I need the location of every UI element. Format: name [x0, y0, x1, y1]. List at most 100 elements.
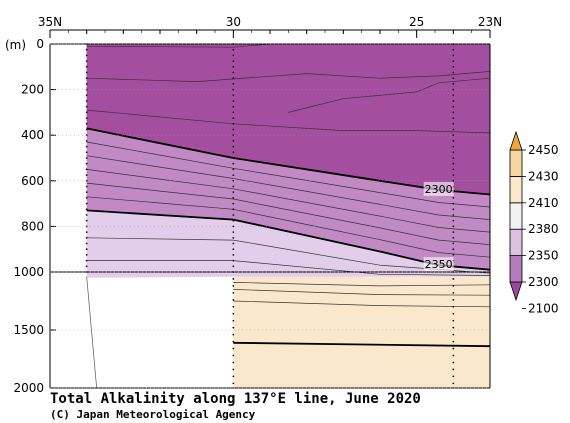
station-dot: [85, 259, 88, 262]
station-dot: [232, 105, 235, 108]
thin-contour-top: [86, 109, 491, 134]
station-dot: [232, 340, 235, 343]
station-dot: [85, 174, 88, 177]
station-dot: [232, 162, 235, 165]
station-dot: [232, 122, 235, 125]
station-dot: [85, 185, 88, 188]
station-dot: [452, 77, 455, 80]
station-dot: [452, 88, 455, 91]
station-dot: [452, 174, 455, 177]
colorbar-label: 2100: [528, 301, 559, 315]
station-dot: [452, 94, 455, 97]
station-dot: [85, 231, 88, 234]
y-tick-label: 600: [21, 174, 44, 188]
station-dot: [232, 248, 235, 251]
colorbar-segment: [509, 228, 523, 256]
y-axis-unit-label: (m): [5, 38, 26, 52]
colorbar-label: 2300: [528, 275, 559, 289]
station-dot: [232, 319, 235, 322]
station-dot: [85, 157, 88, 159]
station-dot: [232, 225, 235, 228]
station-dot: [85, 197, 88, 199]
chart-subtitle: (C) Japan Meteorological Agency: [50, 408, 256, 421]
station-dot: [232, 88, 235, 91]
station-dot: [232, 231, 235, 234]
station-dot: [85, 208, 88, 211]
station-dot: [452, 48, 455, 51]
station-dot: [232, 168, 235, 171]
station-dot: [232, 71, 235, 74]
y-tick-label: 200: [21, 83, 44, 97]
bold-contour-lines: [86, 127, 491, 348]
station-dot: [85, 83, 88, 85]
station-dot: [232, 278, 235, 280]
x-tick-label: 25: [409, 15, 424, 29]
station-dot: [452, 219, 455, 222]
station-dot: [85, 71, 88, 74]
station-dot: [85, 214, 88, 216]
station-dot: [232, 298, 235, 301]
x-tick-label: 23N: [478, 15, 502, 29]
station-dot: [85, 219, 88, 222]
station-dot: [452, 354, 455, 357]
x-tick-label: 30: [226, 15, 241, 29]
station-dot: [85, 236, 88, 239]
station-dot: [85, 151, 88, 154]
station-dot: [85, 145, 88, 148]
contour-line-2410: [233, 341, 491, 348]
station-dot: [232, 285, 235, 287]
station-dot: [452, 208, 455, 211]
thin-contour-2300-2350: [86, 182, 491, 245]
station-dot: [452, 134, 455, 137]
station-dot: [232, 382, 235, 385]
station-dot: [232, 60, 235, 62]
station-dot: [452, 305, 455, 308]
station-dot: [85, 105, 88, 108]
station-dot: [452, 361, 455, 364]
thin-contour-top: [288, 77, 491, 113]
station-dot: [452, 111, 455, 114]
thin-contour-2300-2350: [86, 169, 491, 233]
station-dot: [85, 111, 88, 114]
contour-label-2300: 2300: [425, 183, 453, 196]
station-dot: [452, 71, 455, 74]
station-dot: [232, 312, 235, 315]
station-dot: [232, 197, 235, 199]
station-dot: [452, 65, 455, 68]
station-dot: [232, 65, 235, 68]
station-dot: [232, 140, 235, 142]
colorbar-label: 2430: [528, 169, 559, 183]
station-dot: [232, 128, 235, 131]
station-dot: [232, 361, 235, 364]
colorbar-segment: [509, 175, 523, 204]
station-dot: [452, 151, 455, 154]
station-dot: [232, 185, 235, 188]
station-dot: [85, 54, 88, 57]
y-axis-ticks: 0 200 400 600 800 1000 1500 2000: [13, 37, 490, 395]
thin-contour-deep: [233, 289, 491, 296]
station-dot: [232, 174, 235, 177]
station-dot: [232, 347, 235, 350]
station-dot: [232, 117, 235, 119]
station-dot: [232, 326, 235, 329]
station-dot: [452, 105, 455, 108]
colorbar-legend: 2450 2430 2410 2380 2350 2300 2100: [509, 130, 559, 315]
y-tick-label: 400: [21, 128, 44, 142]
station-dot: [452, 179, 455, 182]
station-dot: [452, 236, 455, 239]
station-dot: [85, 191, 88, 194]
station-dot: [232, 157, 235, 159]
colorbar-segment: [509, 202, 523, 230]
station-dot: [232, 354, 235, 357]
station-dot: [85, 265, 88, 268]
station-dot: [85, 65, 88, 68]
colorbar-label: 2410: [528, 196, 559, 210]
contour-line-2300: [86, 127, 491, 196]
y-tick-label: 0: [36, 37, 44, 51]
thin-contour-2300-2350: [86, 155, 491, 220]
colorbar-segment: [509, 149, 523, 177]
station-dot: [452, 298, 455, 301]
station-dot: [452, 248, 455, 251]
station-dot: [232, 375, 235, 378]
fill-2410-2430: [233, 276, 491, 388]
